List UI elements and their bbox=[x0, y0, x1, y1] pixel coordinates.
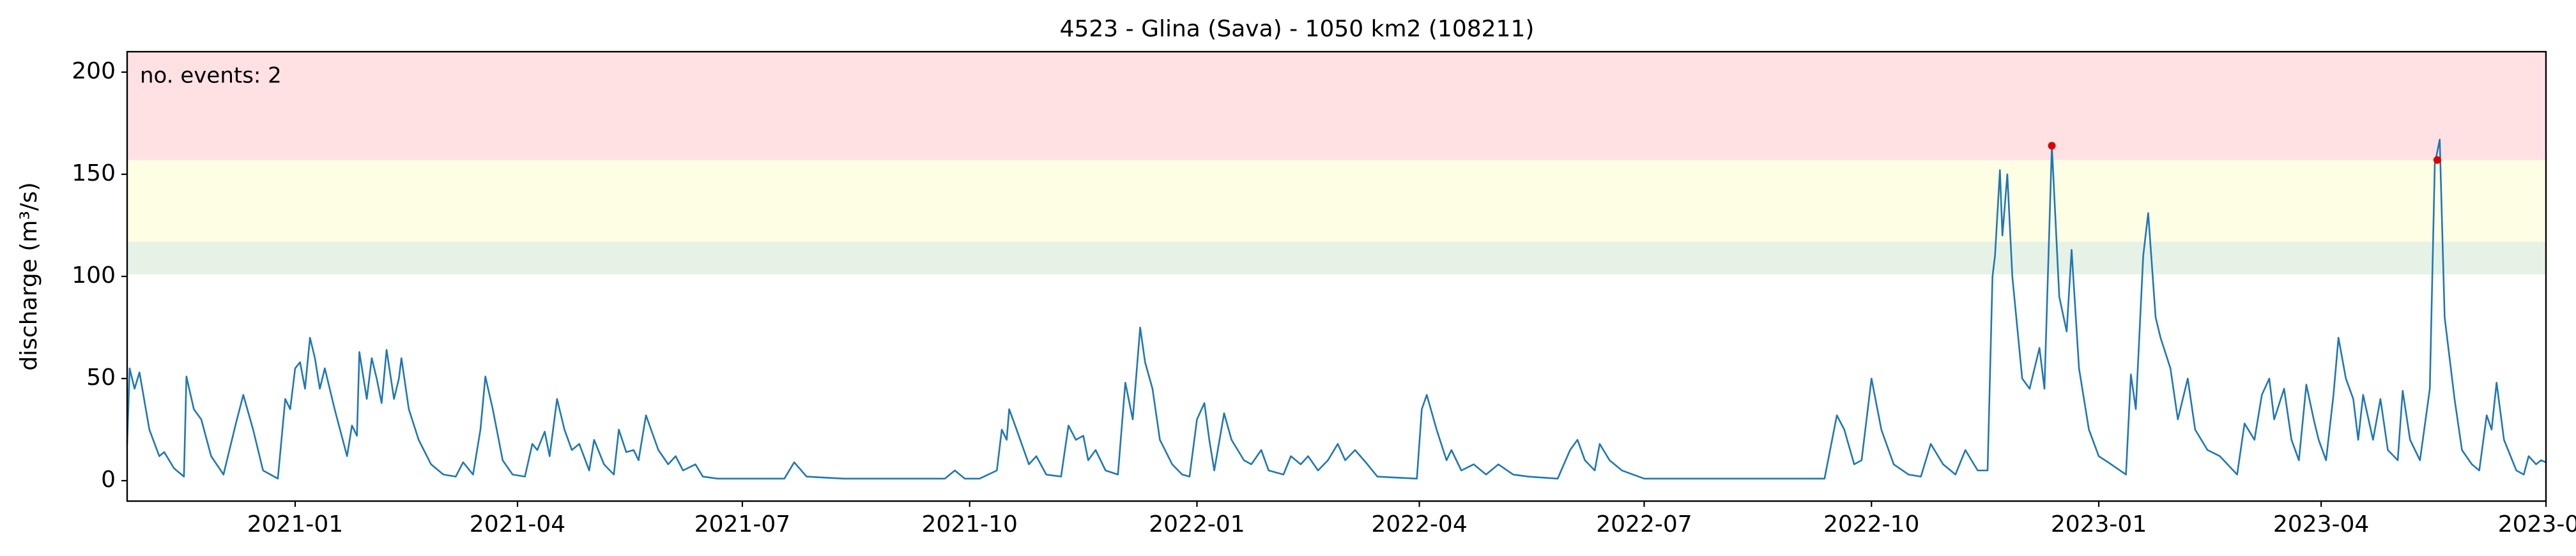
event-marker bbox=[2433, 156, 2441, 164]
x-tick-label: 2022-04 bbox=[1371, 511, 1467, 537]
discharge-line bbox=[126, 139, 2547, 480]
y-axis-label: discharge (m³/s) bbox=[16, 182, 42, 370]
y-tick-label: 50 bbox=[86, 364, 116, 391]
threshold-band bbox=[127, 160, 2546, 242]
plot-area: 0 50 100 150 200 2021-01 2021-04 2021-07 2021-10… bbox=[72, 50, 2576, 537]
y-tick-label: 200 bbox=[72, 58, 116, 84]
x-tick-label: 2023-04 bbox=[2273, 511, 2369, 537]
event-marker bbox=[2048, 142, 2056, 150]
x-tick-label: 2021-01 bbox=[247, 511, 343, 537]
x-tick-label: 2021-04 bbox=[470, 511, 565, 537]
x-tick-label: 2023-07 bbox=[2498, 511, 2576, 537]
x-tick-label: 2022-07 bbox=[1596, 511, 1692, 537]
y-tick-label: 100 bbox=[72, 262, 116, 289]
threshold-band bbox=[127, 52, 2546, 160]
y-tick-label: 150 bbox=[72, 160, 116, 186]
x-tick-label: 2022-01 bbox=[1149, 511, 1245, 537]
x-tick-label: 2023-01 bbox=[2051, 511, 2147, 537]
threshold-band bbox=[127, 241, 2546, 274]
x-tick-label: 2021-10 bbox=[922, 511, 1018, 537]
chart-title: 4523 - Glina (Sava) - 1050 km2 (108211) bbox=[1060, 16, 1535, 42]
event-count: no. events: 2 bbox=[140, 63, 282, 89]
x-tick-label: 2021-07 bbox=[694, 511, 790, 537]
x-tick-label: 2022-10 bbox=[1823, 511, 1919, 537]
y-tick-label: 0 bbox=[101, 467, 116, 493]
